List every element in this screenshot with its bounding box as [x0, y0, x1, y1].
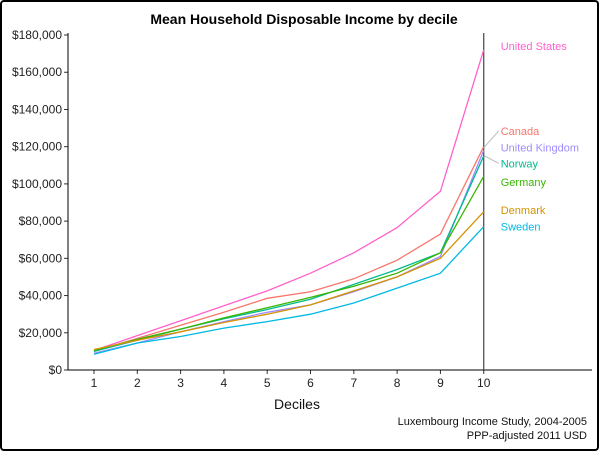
series-line-united-states [93, 49, 485, 352]
caption-line-2: PPP-adjusted 2011 USD [467, 430, 587, 442]
series-line-norway [93, 155, 485, 353]
x-tick-label: 9 [437, 376, 444, 390]
series-line-germany [93, 176, 485, 352]
y-axis: $0 $20,000 $40,000 $60,000 $80,000 $100,000 $1… [12, 28, 68, 377]
series-line-denmark [93, 211, 485, 351]
x-axis: 1 2 3 4 5 6 7 8 9 10 [91, 370, 491, 390]
y-tick-label: $80,000 [19, 214, 63, 228]
series-labels: United States Canada United Kingdom Norway G… [484, 41, 579, 234]
y-tick-label: $160,000 [12, 65, 62, 79]
label-leader-canada [484, 130, 500, 147]
series-label-germany: Germany [501, 177, 547, 189]
x-tick-label: 2 [134, 376, 141, 390]
x-axis-title: Deciles [274, 396, 320, 412]
y-tick-label: $180,000 [12, 28, 62, 42]
series-line-united-kingdom [93, 150, 485, 354]
x-tick-label: 1 [91, 376, 98, 390]
x-tick-label: 4 [221, 376, 228, 390]
x-tick-label: 8 [394, 376, 401, 390]
y-tick-label: $100,000 [12, 177, 62, 191]
series-line-canada [93, 146, 485, 353]
chart-title: Mean Household Disposable Income by deci… [150, 11, 458, 27]
x-tick-label: 5 [264, 376, 271, 390]
series-label-united-kingdom: United Kingdom [501, 143, 579, 155]
caption-line-1: Luxembourg Income Study, 2004-2005 [398, 416, 587, 428]
y-tick-label: $40,000 [19, 289, 63, 303]
series-line-sweden [93, 226, 485, 355]
label-leader-norway [484, 155, 499, 164]
y-tick-label: $140,000 [12, 102, 62, 116]
y-tick-label: $0 [49, 363, 63, 377]
x-tick-label: 7 [350, 376, 357, 390]
series-lines [93, 49, 485, 355]
y-tick-label: $120,000 [12, 140, 62, 154]
x-tick-label: 3 [177, 376, 184, 390]
x-tick-label: 6 [307, 376, 314, 390]
series-label-denmark: Denmark [501, 205, 546, 217]
y-tick-label: $20,000 [19, 326, 63, 340]
series-label-united-states: United States [501, 41, 568, 53]
y-tick-label: $60,000 [19, 251, 63, 265]
series-label-norway: Norway [501, 158, 539, 170]
series-label-sweden: Sweden [501, 222, 541, 234]
x-tick-label: 10 [477, 376, 491, 390]
series-label-canada: Canada [501, 126, 540, 138]
